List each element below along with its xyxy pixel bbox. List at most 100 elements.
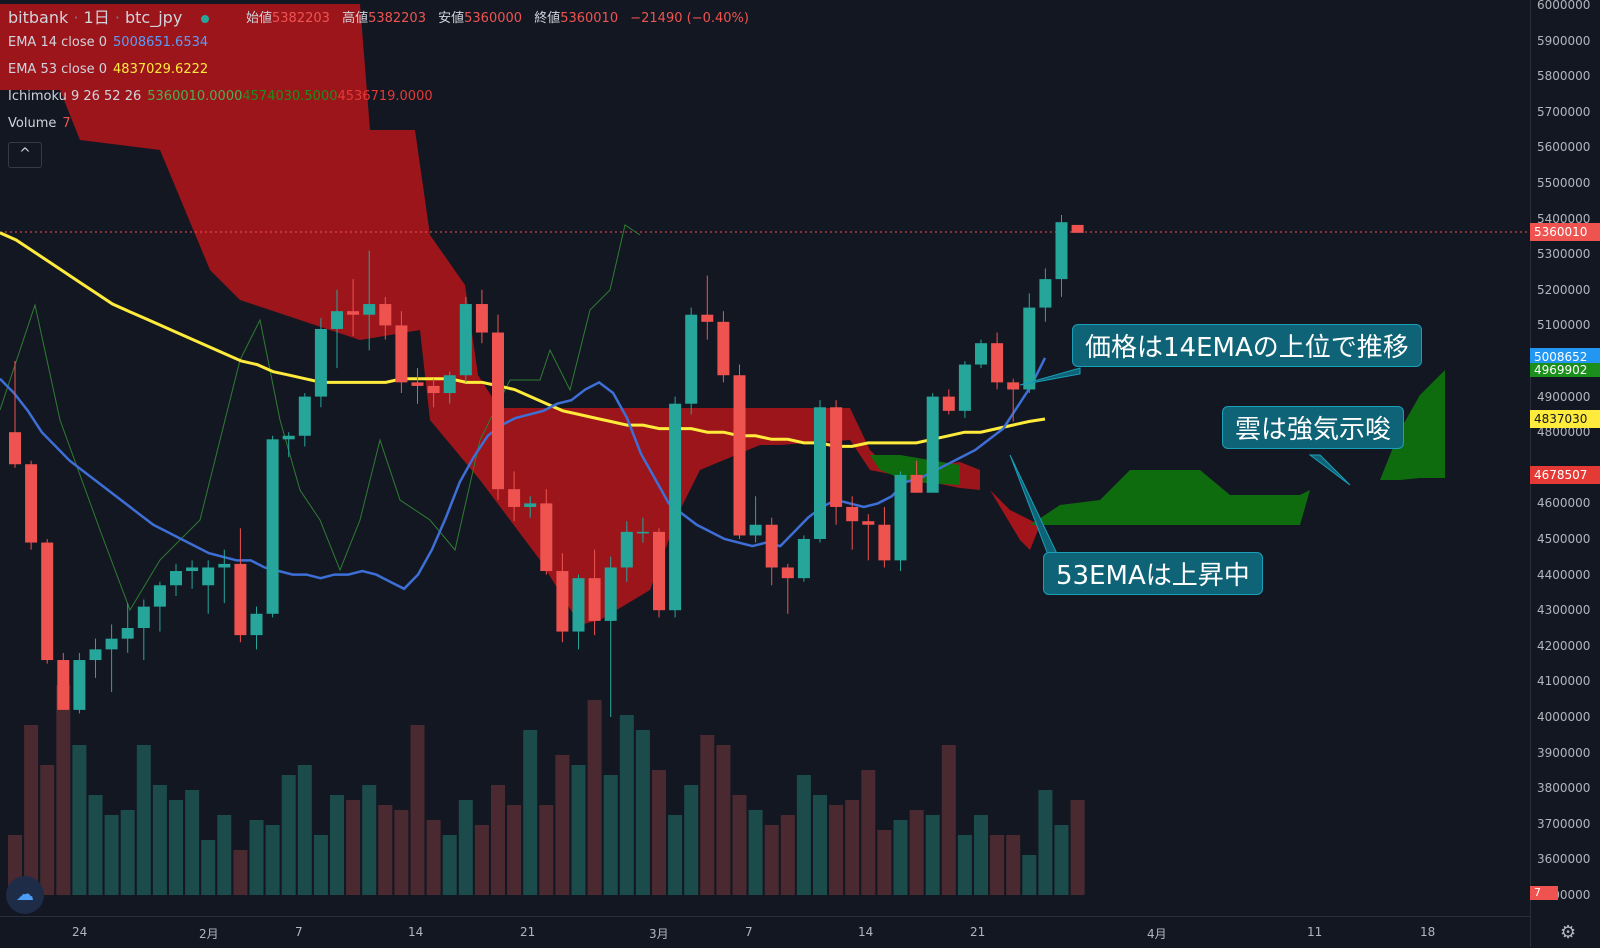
candle: [910, 460, 923, 493]
candle-body: [572, 578, 585, 632]
candle: [878, 506, 891, 568]
time-axis-label: 11: [1307, 925, 1323, 939]
candle: [991, 332, 1004, 390]
candle-body: [153, 585, 166, 607]
candle: [282, 432, 295, 458]
price-axis-label: 5500000: [1537, 176, 1591, 190]
candle-body: [282, 435, 295, 440]
price-chart[interactable]: [0, 0, 1530, 916]
candle: [830, 400, 843, 525]
volume-bar: [474, 825, 489, 895]
candle: [298, 393, 311, 447]
symbol-name[interactable]: btc_jpy: [125, 8, 183, 27]
chevron-up-icon: ^: [19, 146, 31, 162]
callout-ema53-note[interactable]: 53EMAは上昇中: [1043, 552, 1263, 595]
candle-body: [411, 382, 424, 386]
candle: [170, 563, 182, 596]
candle-body: [218, 563, 231, 568]
volume-bar: [1006, 835, 1021, 895]
candle-body: [314, 328, 327, 397]
ichimoku-price-tag: 4969902: [1530, 363, 1600, 377]
candle: [363, 250, 376, 351]
candle: [314, 318, 327, 408]
candle: [459, 296, 472, 383]
volume-bar: [442, 835, 457, 895]
candle-body: [991, 343, 1004, 383]
volume-bar: [909, 810, 924, 895]
legend-volume[interactable]: Volume 7: [8, 116, 77, 131]
candle: [443, 371, 456, 404]
ema14-price-tag: 5008652: [1530, 348, 1600, 366]
candle-body: [878, 524, 891, 561]
legend-ichimoku[interactable]: Ichimoku 9 26 52 26 5360010.00004574030.5…: [8, 89, 439, 104]
candle-body: [830, 407, 843, 507]
low-label: 安値: [438, 11, 465, 26]
open-label: 始値: [246, 11, 273, 26]
price-axis-label: 5300000: [1537, 247, 1591, 262]
candle-body: [749, 524, 762, 536]
candle: [492, 314, 504, 500]
candle-body: [540, 503, 553, 572]
candle: [89, 638, 102, 678]
candle-body: [926, 396, 939, 493]
gear-icon[interactable]: ⚙: [1560, 922, 1577, 943]
time-axis[interactable]: 24 2月 7 14 21 3月 7 14 21 4月 11 18: [0, 916, 1530, 948]
volume-price-tag: 7: [1530, 886, 1558, 900]
volume-bar: [700, 735, 715, 895]
volume-bar: [281, 775, 296, 895]
price-axis-label: 3700000: [1537, 816, 1591, 831]
volume-bar: [813, 795, 827, 895]
candle: [942, 389, 955, 415]
candle: [9, 361, 21, 468]
candle: [636, 517, 649, 543]
volume-bar: [297, 765, 312, 895]
volume-bar: [716, 745, 731, 895]
collapse-legend-button[interactable]: ^: [8, 142, 42, 168]
volume-bar: [394, 810, 409, 895]
candle: [1039, 268, 1052, 322]
price-axis-label: 3800000: [1537, 781, 1591, 796]
volume-bar: [201, 840, 216, 895]
close-value: 5360010: [560, 11, 619, 26]
high-value: 5382203: [368, 11, 426, 26]
volume-bar: [426, 820, 441, 895]
volume-bar: [491, 785, 505, 895]
candle: [1007, 378, 1020, 422]
candle: [395, 311, 408, 394]
candle: [604, 556, 617, 717]
legend-ema53[interactable]: EMA 53 close 0 4837029.6222: [8, 62, 214, 77]
low-value: 5360000: [464, 11, 523, 26]
price-axis-label: 4300000: [1537, 603, 1591, 618]
volume-bar: [169, 800, 183, 895]
callout-cloud-note[interactable]: 雲は強気示唆: [1222, 406, 1405, 449]
volume-bar: [88, 795, 103, 895]
candle: [781, 563, 794, 614]
chikou-span-line: [0, 224, 641, 612]
volume-bar: [346, 800, 361, 895]
volume-bar: [120, 810, 135, 895]
volume-bar: [40, 765, 55, 895]
candle: [572, 574, 585, 650]
volume-bar: [555, 755, 570, 895]
candle-body: [942, 396, 955, 411]
volume-bar: [1070, 800, 1085, 895]
legend-ema14[interactable]: EMA 14 close 0 5008651.6534: [8, 35, 214, 50]
candle-body: [636, 531, 649, 534]
time-axis-label: 7: [745, 925, 753, 939]
candle: [475, 289, 488, 344]
interval-label[interactable]: 1日: [83, 8, 110, 27]
candle-body: [443, 375, 456, 394]
volume-bar: [56, 685, 71, 895]
volume-bar: [829, 805, 844, 895]
ema53-label: EMA 53 close 0: [8, 62, 108, 77]
price-axis-label: 4600000: [1537, 496, 1591, 511]
candle-body: [846, 506, 859, 522]
candle: [427, 378, 440, 408]
callout-ema14-note[interactable]: 価格は14EMAの上位で推移: [1072, 324, 1422, 367]
volume-bar: [603, 775, 618, 895]
candle-body: [653, 531, 665, 611]
volume-bar: [1038, 790, 1053, 895]
candle-body: [266, 439, 279, 614]
tradingview-logo-icon[interactable]: ☁: [6, 876, 44, 914]
candle-body: [459, 304, 472, 376]
